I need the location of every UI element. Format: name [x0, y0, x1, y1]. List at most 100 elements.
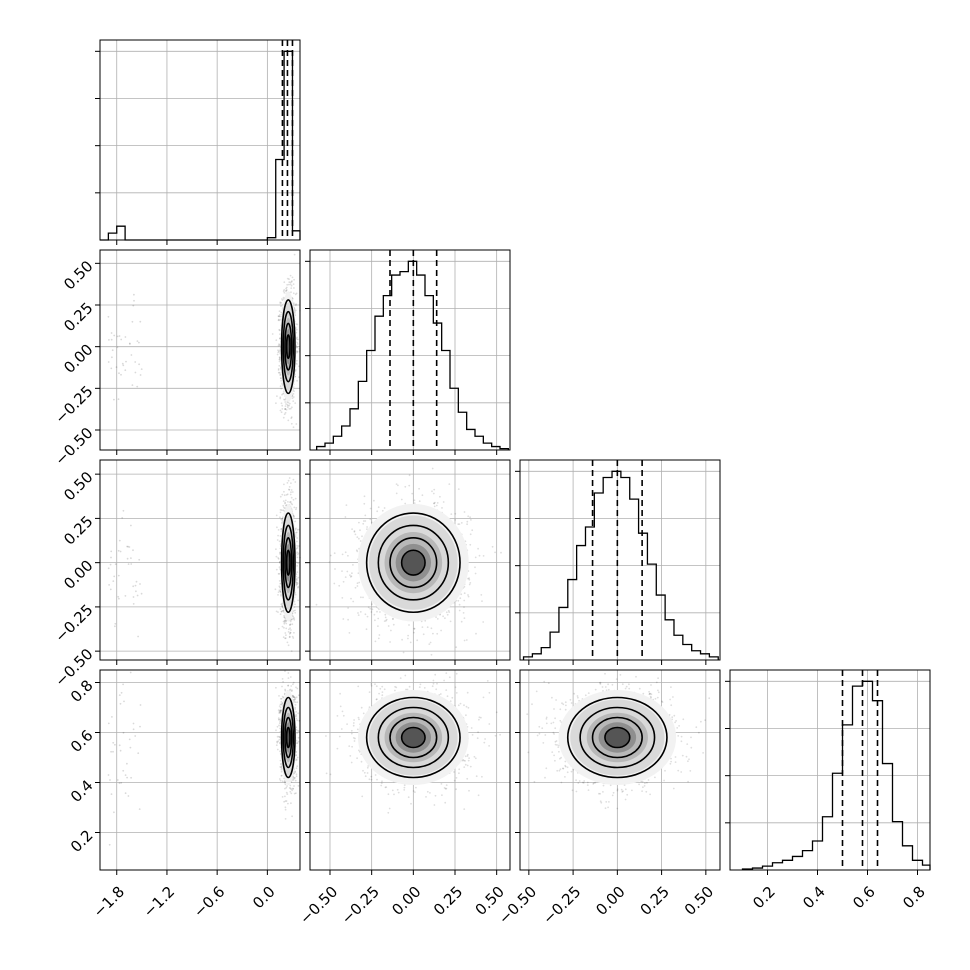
sample-point: [460, 593, 463, 596]
sample-point: [364, 514, 367, 517]
axes-frame: [99, 39, 301, 241]
sample-point: [416, 639, 419, 642]
sample-point: [275, 514, 278, 517]
sample-point: [457, 488, 460, 490]
sample-point: [275, 568, 278, 571]
sample-point: [280, 610, 283, 613]
sample-point: [281, 517, 284, 520]
sample-point: [285, 289, 288, 291]
sample-point: [363, 502, 366, 505]
sample-point: [400, 498, 403, 501]
sample-point: [370, 611, 373, 613]
sample-point: [426, 626, 429, 629]
axes-frame: [99, 459, 301, 661]
sample-point: [384, 616, 387, 619]
sample-point: [296, 350, 298, 353]
sample-point: [278, 344, 281, 346]
sample-point: [291, 297, 294, 300]
sample-point: [288, 477, 291, 479]
sample-point: [342, 618, 345, 620]
outlier-point: [120, 338, 123, 341]
sample-point: [390, 629, 392, 632]
sample-point: [296, 343, 299, 345]
sample-point: [377, 617, 380, 620]
sample-point: [288, 488, 290, 491]
sample-point: [280, 610, 283, 613]
sample-point: [285, 627, 288, 630]
sample-point: [283, 622, 286, 625]
sample-point: [286, 403, 289, 406]
sample-point: [418, 500, 421, 503]
sample-point: [278, 350, 280, 353]
y-tick-label: 0.00: [60, 340, 96, 376]
sample-point: [274, 588, 277, 591]
sample-point: [285, 622, 288, 625]
sample-point: [432, 632, 434, 635]
sample-point: [284, 499, 287, 502]
outlier-point: [130, 354, 133, 356]
outlier-point: [116, 346, 119, 349]
sample-point: [296, 553, 299, 556]
sample-point: [482, 555, 485, 557]
axes-frame: [519, 459, 721, 661]
sample-point: [287, 401, 290, 404]
sample-point: [295, 423, 298, 425]
outlier-point: [130, 524, 132, 527]
histogram-step: [522, 470, 719, 660]
sample-point: [293, 617, 296, 619]
sample-point: [296, 583, 299, 586]
sample-point: [280, 411, 283, 414]
sample-point: [352, 564, 354, 566]
outlier-point: [137, 635, 140, 638]
sample-point: [285, 289, 288, 292]
sample-point: [280, 311, 283, 314]
sample-point: [280, 402, 283, 405]
sample-point: [279, 337, 281, 340]
sample-point: [334, 568, 336, 570]
sample-point: [462, 612, 465, 614]
sample-point: [289, 631, 292, 634]
x-tick-label: 0.4: [799, 883, 829, 913]
sample-point: [341, 570, 343, 572]
sample-point: [436, 618, 439, 620]
hist-panel-1: [305, 249, 511, 455]
outlier-point: [113, 398, 115, 401]
sample-point: [290, 417, 293, 420]
outlier-point: [108, 339, 110, 341]
sample-point: [288, 278, 290, 281]
sample-point: [296, 363, 298, 365]
sample-point: [379, 611, 381, 613]
sample-point: [277, 627, 280, 630]
sample-point: [377, 625, 379, 627]
sample-point: [357, 614, 360, 616]
sample-point: [376, 610, 378, 613]
outlier-point: [128, 342, 131, 345]
outlier-point: [131, 320, 134, 323]
sample-point: [291, 623, 294, 626]
sample-point: [358, 521, 360, 524]
sample-point: [455, 646, 458, 649]
sample-point: [478, 554, 481, 557]
sample-point: [290, 650, 293, 652]
sample-point: [295, 292, 298, 295]
sample-point: [366, 615, 369, 618]
sample-point: [284, 637, 286, 640]
outlier-point: [113, 334, 116, 337]
sample-point: [294, 304, 297, 307]
sample-point: [278, 358, 281, 361]
sample-point: [277, 318, 280, 321]
sample-point: [290, 496, 293, 499]
sample-point: [288, 635, 291, 638]
sample-point: [292, 302, 295, 304]
sample-point: [494, 551, 496, 554]
sample-point: [458, 523, 461, 525]
outlier-point: [119, 550, 122, 553]
sample-point: [353, 530, 356, 533]
sample-point: [288, 402, 291, 405]
sample-point: [468, 583, 471, 586]
x-tick-label: 0.2: [749, 883, 779, 913]
sample-point: [277, 371, 280, 374]
sample-point: [470, 519, 472, 521]
outlier-point: [118, 335, 121, 337]
sample-point: [352, 600, 355, 603]
